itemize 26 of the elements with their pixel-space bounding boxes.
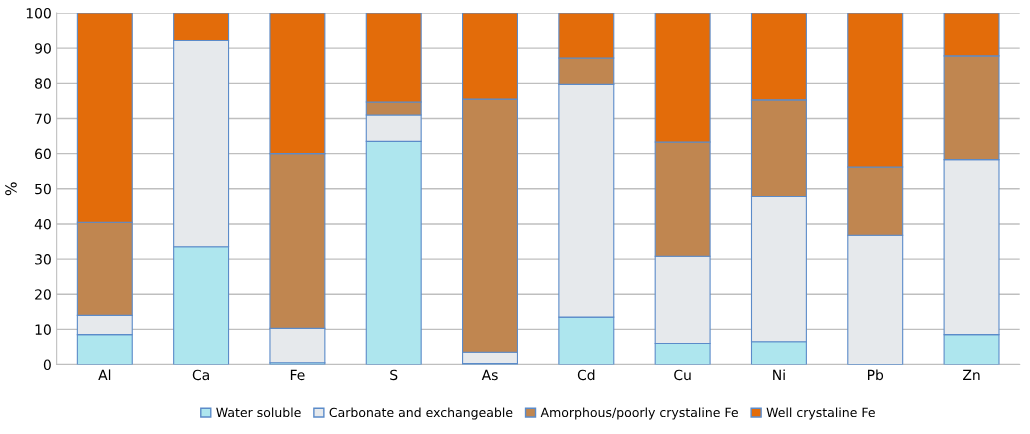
y-tick-label: 10 — [35, 324, 51, 335]
y-tick-label: 80 — [35, 78, 51, 89]
legend-label: Amorphous/poorly crystaline Fe — [540, 407, 738, 420]
x-tick-label: As — [481, 369, 498, 381]
y-tick-label: 50 — [35, 183, 51, 195]
y-axis-title: % — [5, 182, 17, 196]
y-tick-label: 60 — [35, 148, 51, 160]
x-tick-label: Zn — [963, 369, 980, 380]
y-tick-label: 40 — [34, 218, 51, 230]
legend-label: Water soluble — [216, 407, 301, 418]
x-tick-label: Pb — [868, 369, 884, 381]
x-tick-label: Ni — [773, 369, 785, 380]
y-tick-label: 100 — [26, 7, 51, 19]
y-tick-label: 70 — [35, 113, 51, 124]
y-tick-label: 90 — [34, 43, 51, 54]
x-tick-label: Ca — [192, 369, 209, 381]
x-tick-label: Cd — [577, 369, 595, 381]
x-tick-label: Al — [98, 369, 111, 380]
y-tick-label: 30 — [35, 254, 51, 265]
x-tick-label: S — [390, 369, 398, 381]
x-tick-label: Cu — [674, 369, 691, 381]
legend-label: Well crystaline Fe — [766, 407, 875, 420]
y-tick-label: 0 — [43, 359, 51, 371]
x-tick-label: Fe — [290, 369, 305, 381]
y-tick-label: 20 — [35, 289, 51, 300]
legend-label: Carbonate and exchangeable — [329, 407, 513, 420]
